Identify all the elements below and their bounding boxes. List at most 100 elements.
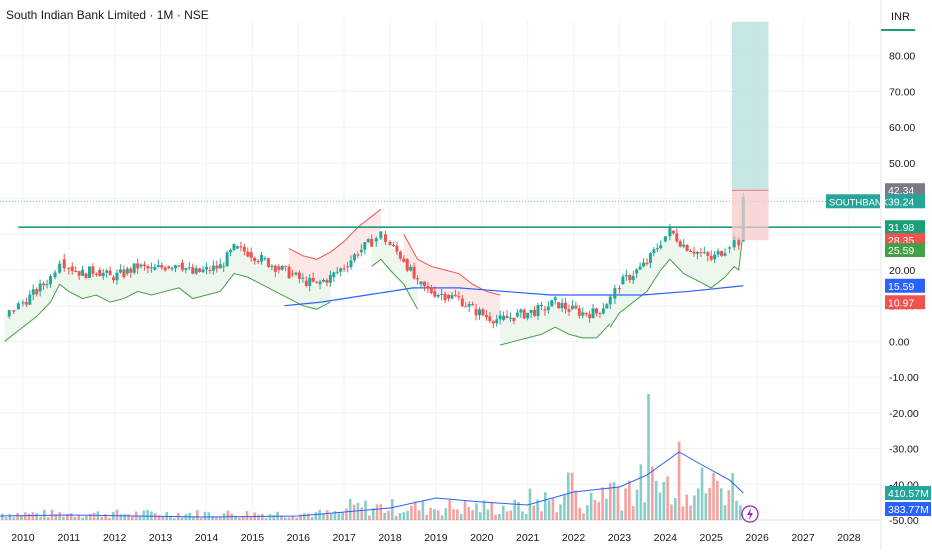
volume-bar [647, 394, 650, 520]
supertrend-line-up [371, 258, 418, 310]
candle-body [635, 269, 639, 274]
candle-body [536, 305, 540, 316]
volume-bar [467, 506, 471, 520]
candle-body [652, 249, 656, 254]
price-tag-32: 31.98 [885, 220, 925, 235]
volume-bar [299, 514, 302, 520]
candle-body [122, 269, 126, 278]
supertrend-line-up [609, 229, 744, 328]
candle-body [659, 245, 663, 249]
candle-body [655, 248, 659, 250]
x-tick-label: 2014 [195, 532, 219, 544]
candle-body [398, 251, 402, 259]
candle-body [335, 271, 339, 273]
candle-body [539, 304, 543, 306]
volume-bar [291, 516, 295, 520]
x-tick-label: 2024 [654, 532, 678, 544]
candle-body [174, 265, 178, 269]
volume-bar [597, 502, 601, 520]
x-tick-label: 2011 [58, 532, 81, 544]
candle-body [591, 308, 595, 319]
candle-body [713, 254, 717, 260]
candle-body [98, 270, 102, 277]
volume-bar [356, 502, 360, 520]
volume-bar [490, 501, 494, 520]
volume-bar [180, 517, 184, 520]
volume-bar [77, 515, 81, 520]
volume-bar [138, 515, 142, 520]
moving-average-line [284, 285, 744, 307]
candle-body [280, 265, 284, 270]
x-tick-label: 2016 [287, 532, 311, 544]
candle-body [7, 310, 11, 317]
x-tick-label: 2013 [149, 532, 173, 544]
candle-body [557, 302, 561, 309]
volume-bar [283, 517, 287, 520]
volume-bar [543, 492, 547, 520]
volume-bar [123, 514, 126, 520]
stop-zone[interactable] [731, 190, 769, 241]
target-zone[interactable] [731, 21, 769, 191]
y-tick-label: 20.00 [889, 265, 915, 277]
candle-body [502, 315, 506, 320]
volume-bar [719, 488, 723, 520]
volume-bar [391, 499, 394, 520]
candle-body [645, 262, 649, 265]
candle-body [457, 296, 461, 298]
candle-body [53, 272, 57, 278]
volume-bar [192, 517, 195, 520]
candle-body [177, 265, 181, 267]
candle-body [737, 237, 741, 246]
candle-body [16, 303, 20, 310]
volume-bar [433, 509, 436, 520]
candle-body [204, 266, 208, 270]
volume-bar [563, 494, 566, 520]
price-tag-26: 25.59 [885, 243, 925, 258]
x-tick-label: 2020 [470, 532, 494, 544]
candle-body [308, 277, 312, 286]
candle-body [675, 233, 679, 242]
volume-bar [375, 504, 379, 520]
volume-bar [58, 512, 61, 520]
volume-bar [127, 514, 130, 520]
volume-bar [574, 490, 578, 520]
candle-body [663, 236, 667, 242]
volume-bar [272, 515, 276, 520]
candle-body [256, 261, 260, 263]
volume-bar [4, 517, 8, 520]
candle-body [363, 242, 367, 250]
volume-bar [635, 489, 639, 520]
candle-body [304, 280, 308, 286]
x-tick-label: 2017 [332, 532, 356, 544]
candle-body [294, 272, 298, 275]
volume-bar [708, 488, 711, 520]
candle-body [149, 267, 153, 269]
volume-bar [62, 516, 65, 520]
volume-bar [624, 488, 627, 520]
volume-bar [196, 510, 199, 520]
volume-bar [295, 517, 299, 520]
volume-bar [501, 505, 505, 520]
lightning-icon[interactable] [741, 505, 759, 523]
candle-body [67, 268, 71, 270]
volume-bar [199, 517, 203, 520]
y-tick-label: 70.00 [889, 86, 915, 98]
currency-box[interactable]: INR [889, 6, 919, 26]
volume-bar [371, 507, 375, 520]
supertrend-fill-up [610, 201, 744, 328]
volume-bar [444, 508, 448, 520]
candle-body [505, 315, 509, 319]
candle-body [512, 317, 516, 321]
candle-body [139, 264, 143, 267]
candle-body [601, 308, 605, 314]
volume-bar [104, 514, 107, 520]
volume-bar [570, 472, 574, 520]
candle-body [239, 246, 243, 248]
candle-body [617, 288, 621, 290]
candle-body [21, 302, 25, 304]
candle-body [201, 269, 205, 272]
candle-body [613, 288, 617, 299]
volume-bar [16, 512, 19, 520]
